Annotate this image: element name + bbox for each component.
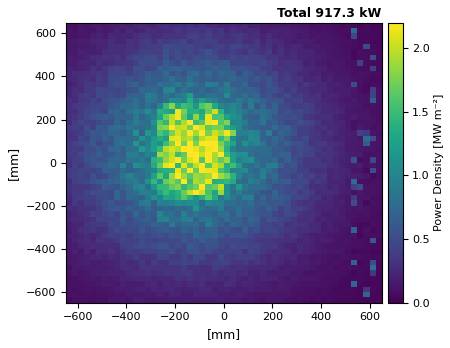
Y-axis label: Power Density [MW m⁻²]: Power Density [MW m⁻²] bbox=[434, 94, 444, 231]
Text: Total 917.3 kW: Total 917.3 kW bbox=[278, 7, 382, 20]
Y-axis label: [mm]: [mm] bbox=[7, 145, 20, 180]
X-axis label: [mm]: [mm] bbox=[207, 328, 241, 341]
